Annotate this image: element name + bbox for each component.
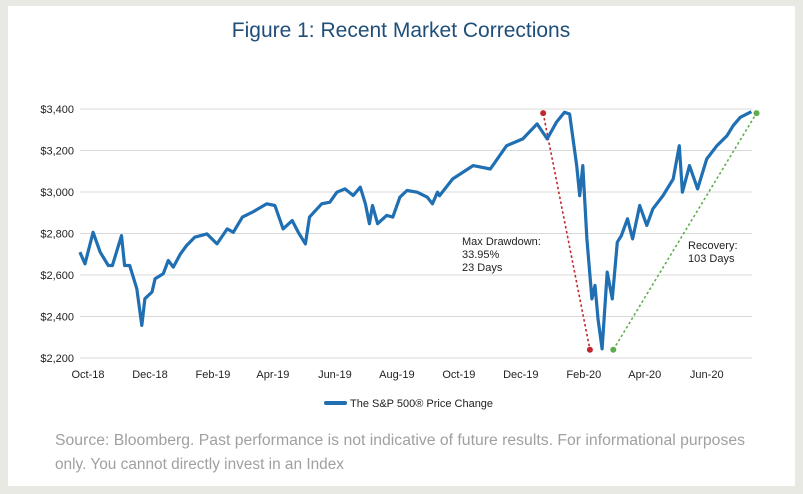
x-tick-label: Dec-18 (132, 369, 167, 381)
annotation-dot (586, 346, 593, 353)
annotations: Max Drawdown:33.95%23 Days Recovery:103 D… (462, 112, 758, 351)
annotation-line (542, 112, 591, 350)
gridlines (80, 108, 752, 359)
annotation-label: Recovery: (688, 240, 738, 252)
y-tick-label: $3,200 (40, 146, 74, 158)
y-tick-label: $2,200 (40, 353, 74, 365)
annotation-label: Max Drawdown: (462, 236, 541, 248)
y-tick-label: $3,400 (40, 104, 74, 116)
y-axis: $2,200 $2,400 $2,600 $2,800 $3,000 $3,200 $3,4… (40, 104, 74, 365)
legend: The S&P 500® Price Change (324, 398, 493, 410)
chart-title: Figure 1: Recent Market Corrections (232, 19, 570, 42)
annotation-dot (753, 110, 760, 117)
x-tick-label: Jun-20 (690, 369, 724, 381)
y-tick-label: $2,400 (40, 312, 74, 324)
source-line-1: Source: Bloomberg. Past performance is n… (55, 432, 745, 449)
y-tick-label: $3,000 (40, 187, 74, 199)
figure-panel (8, 6, 795, 486)
x-tick-label: Oct-19 (442, 369, 475, 381)
x-tick-label: Oct-18 (71, 369, 104, 381)
x-tick-label: Aug-19 (379, 369, 414, 381)
x-tick-label: Feb-19 (196, 369, 231, 381)
source-line-2: only. You cannot directly invest in an I… (55, 456, 344, 473)
annotation-label: 103 Days (688, 253, 735, 265)
x-tick-label: Dec-19 (503, 369, 538, 381)
x-tick-label: Feb-20 (566, 369, 601, 381)
x-tick-label: Jun-19 (318, 369, 352, 381)
annotation-dot (610, 346, 617, 353)
x-tick-label: Apr-20 (628, 369, 661, 381)
x-tick-label: Apr-19 (256, 369, 289, 381)
y-tick-label: $2,800 (40, 229, 74, 241)
annotation-label: 33.95% (462, 249, 500, 261)
legend-label: The S&P 500® Price Change (350, 398, 493, 410)
annotation-line (612, 112, 758, 351)
annotation-markers (540, 110, 760, 353)
x-axis: Oct-18 Dec-18 Feb-19 Apr-19 Jun-19 Aug-19 Oct-… (71, 369, 723, 381)
annotation-dot (540, 110, 547, 117)
series-line-sp500 (78, 110, 753, 351)
y-tick-label: $2,600 (40, 270, 74, 282)
annotation-label: 23 Days (462, 262, 503, 274)
